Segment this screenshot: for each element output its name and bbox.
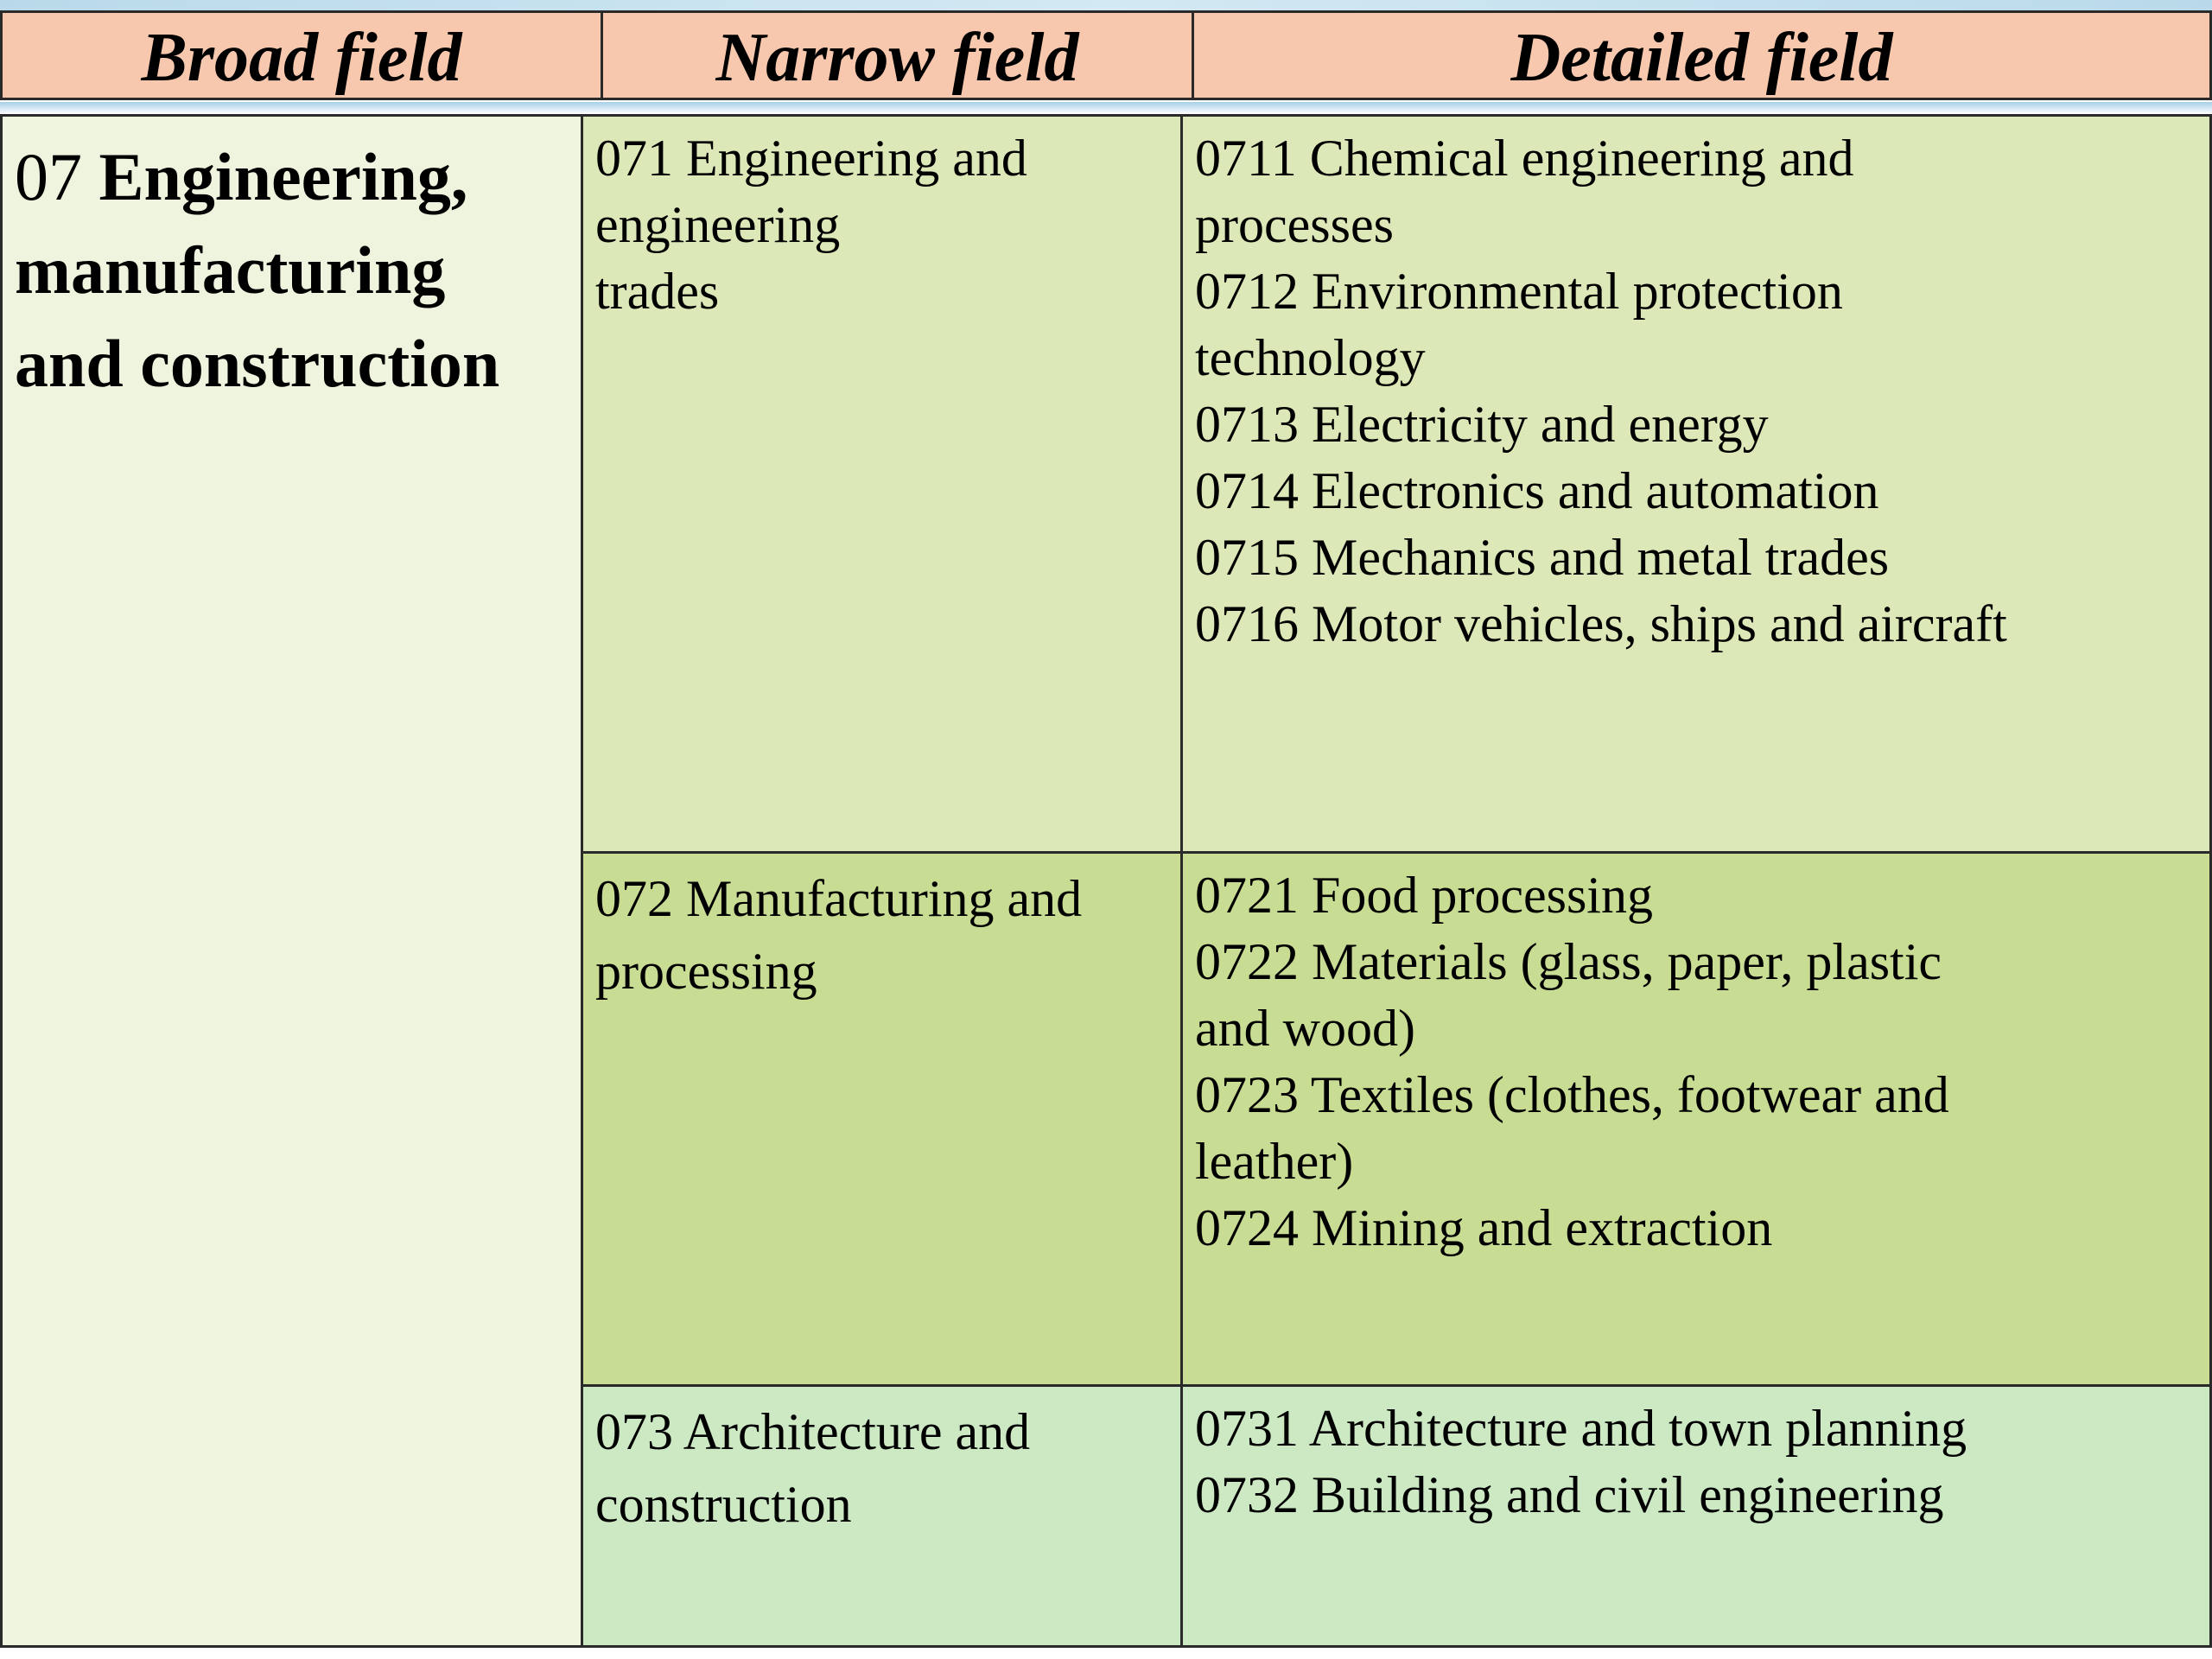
- narrow-field-line: processing: [595, 943, 817, 1000]
- detailed-field-line: leather): [1195, 1133, 1354, 1190]
- detailed-field-line: 0713 Electricity and energy: [1195, 396, 1769, 453]
- detailed-field-cell-073: 0731 Architecture and town planning 0732…: [1180, 1384, 2212, 1648]
- header-broad-field: Broad field: [0, 10, 603, 100]
- narrow-field-line: construction: [595, 1476, 852, 1533]
- narrow-field-line: 071 Engineering and: [595, 130, 1027, 187]
- detailed-field-line: and wood): [1195, 1000, 1415, 1057]
- top-decorative-band: [0, 0, 2212, 12]
- header-narrow-field-label: Narrow field: [715, 19, 1079, 96]
- detailed-field-line: 0716 Motor vehicles, ships and aircraft: [1195, 595, 2007, 652]
- detailed-field-cell-072: 0721 Food processing 0722 Materials (gla…: [1180, 851, 2212, 1387]
- header-detailed-field-label: Detailed field: [1510, 19, 1893, 96]
- detailed-field-line: processes: [1195, 196, 1394, 253]
- header-divider: [0, 102, 2212, 114]
- broad-field-cell: 07 Engineering, manufacturing and constr…: [0, 114, 583, 1648]
- narrow-field-line: 072 Manufacturing and: [595, 870, 1083, 927]
- detailed-field-line: 0715 Mechanics and metal trades: [1195, 529, 1890, 586]
- detailed-field-line: 0732 Building and civil engineering: [1195, 1466, 1944, 1523]
- detailed-field-line: 0731 Architecture and town planning: [1195, 1400, 1967, 1457]
- detailed-field-line: technology: [1195, 329, 1426, 386]
- narrow-field-line: 073 Architecture and: [595, 1403, 1031, 1460]
- narrow-field-cell-073: 073 Architecture and construction: [581, 1384, 1183, 1648]
- detailed-field-cell-071: 0711 Chemical engineering and processes …: [1180, 114, 2212, 854]
- broad-field-title-3: and construction: [15, 326, 500, 401]
- narrow-field-cell-071: 071 Engineering and engineering trades: [581, 114, 1183, 854]
- detailed-field-line: 0712 Environmental protection: [1195, 263, 1843, 320]
- narrow-field-line: trades: [595, 263, 720, 320]
- detailed-field-line: 0721 Food processing: [1195, 867, 1653, 924]
- broad-field-code: 07: [15, 139, 99, 214]
- detailed-field-line: 0714 Electronics and automation: [1195, 462, 1879, 519]
- broad-field-line-1: 07 Engineering,: [15, 130, 572, 224]
- header-broad-field-label: Broad field: [141, 19, 462, 96]
- header-detailed-field: Detailed field: [1192, 10, 2212, 100]
- detailed-field-line: 0711 Chemical engineering and: [1195, 130, 1854, 187]
- detailed-field-line: 0723 Textiles (clothes, footwear and: [1195, 1066, 1949, 1123]
- narrow-field-line: engineering: [595, 196, 841, 253]
- broad-field-title-2: manufacturing: [15, 232, 446, 308]
- narrow-field-cell-072: 072 Manufacturing and processing: [581, 851, 1183, 1387]
- detailed-field-line: 0724 Mining and extraction: [1195, 1199, 1773, 1256]
- broad-field-title-1: Engineering,: [99, 139, 468, 214]
- header-narrow-field: Narrow field: [601, 10, 1194, 100]
- detailed-field-line: 0722 Materials (glass, paper, plastic: [1195, 933, 1942, 990]
